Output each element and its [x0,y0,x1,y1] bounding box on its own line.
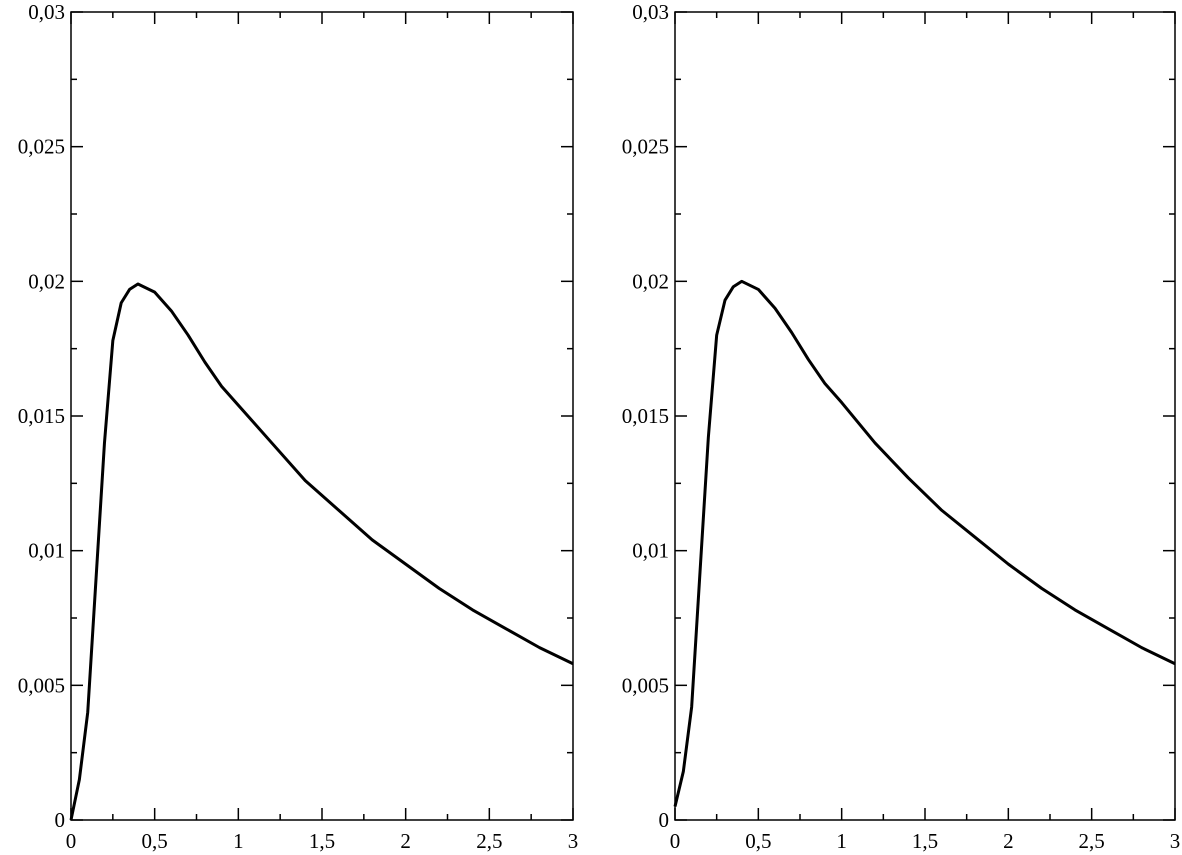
y-tick-label: 0 [659,808,670,832]
data-line [69,282,574,821]
y-tick-label: 0 [55,808,66,832]
x-tick-label: 3 [1170,829,1181,853]
x-tick-label: 0 [66,829,77,853]
x-tick-label: 3 [568,829,579,853]
y-tick-label: 0,03 [632,0,669,24]
x-tick-label: 2,5 [476,829,502,853]
y-tick-label: 0,03 [28,0,65,24]
y-tick-label: 0,015 [18,404,65,428]
y-tick-label: 0,01 [28,539,65,563]
y-tick-label: 0,005 [622,673,669,697]
x-tick-label: 1,5 [309,829,335,853]
y-tick-label: 0,025 [18,135,65,159]
x-tick-label: 1 [836,829,847,853]
x-tick-label: 1,5 [912,829,938,853]
x-tick-label: 0 [670,829,681,853]
x-tick-label: 0,5 [745,829,771,853]
x-tick-label: 2 [400,829,411,853]
y-tick-label: 0,01 [632,539,669,563]
plot-frame [674,11,1176,821]
plot-frame [70,11,574,821]
x-tick-label: 1 [233,829,244,853]
x-tick-label: 0,5 [142,829,168,853]
y-tick-label: 0,005 [18,673,65,697]
y-tick-label: 0,025 [622,135,669,159]
y-tick-label: 0,02 [28,269,65,293]
y-tick-label: 0,015 [622,404,669,428]
x-tick-label: 2,5 [1079,829,1105,853]
data-line [673,279,1176,807]
y-tick-label: 0,02 [632,269,669,293]
x-tick-label: 2 [1003,829,1014,853]
